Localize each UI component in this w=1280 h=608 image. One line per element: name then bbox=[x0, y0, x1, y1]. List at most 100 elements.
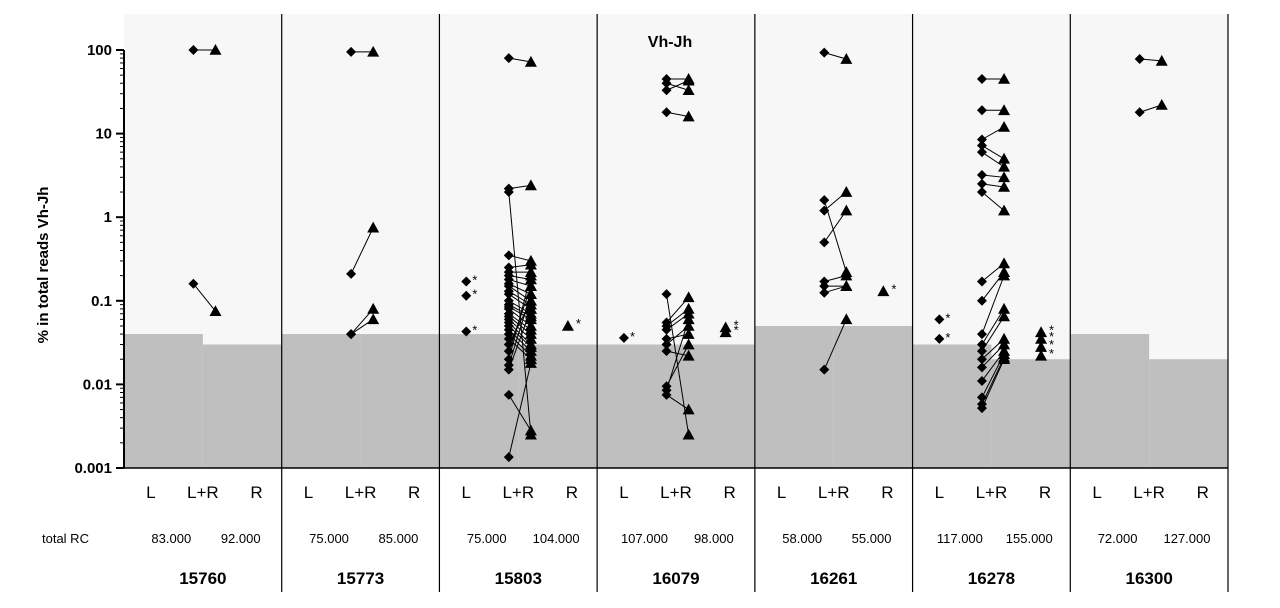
panel-15760-threshold-right bbox=[202, 344, 282, 468]
panel-16278-pair-diamond bbox=[976, 147, 987, 158]
panel-16278-pair-diamond bbox=[976, 178, 987, 189]
y-tick-label: 0.001 bbox=[74, 460, 112, 477]
panel-16261-category-label: L bbox=[777, 483, 786, 502]
panel-15803-category-label: L bbox=[462, 483, 471, 502]
panel-16261-pair-diamond bbox=[819, 281, 830, 292]
panel-15803-pair-triangle bbox=[524, 357, 537, 368]
panel-15803-pair-triangle bbox=[524, 294, 537, 306]
panel-16079-pair-diamond bbox=[661, 389, 672, 400]
panel-15803-pair-diamond bbox=[503, 281, 514, 292]
panel-15773-pair-line bbox=[350, 227, 374, 275]
panel-15760-pair-diamond bbox=[188, 45, 199, 55]
panel-16278-category-label: R bbox=[1039, 483, 1051, 502]
panel-16278-pair-diamond bbox=[976, 339, 987, 350]
panel-16079-pair-triangle bbox=[682, 307, 695, 319]
panel-16079-pair-diamond bbox=[661, 85, 672, 96]
panel-15803-pair-triangle bbox=[524, 302, 537, 314]
panel-15803-left-point bbox=[461, 290, 472, 301]
panel-16261-pair-line bbox=[823, 199, 847, 273]
panel-15803-pair-triangle bbox=[524, 332, 537, 344]
panel-15803-right-asterisk: * bbox=[576, 316, 581, 331]
panel-16300-rc-right: 127.000 bbox=[1163, 531, 1210, 546]
panel-16278-patient-id: 16278 bbox=[968, 569, 1015, 588]
panel-16278-pair-diamond bbox=[976, 346, 987, 357]
y-tick-label: 100 bbox=[87, 42, 112, 59]
panel-16261-rc-left: 58.000 bbox=[782, 531, 822, 546]
panel-16278-category-label: L bbox=[935, 483, 944, 502]
panel-16278-pair-line bbox=[981, 145, 1005, 160]
panel-16278-pair-triangle bbox=[998, 332, 1011, 344]
panel-16079-pair-triangle bbox=[682, 84, 695, 96]
panel-16079-pair-triangle bbox=[682, 110, 695, 122]
panel-16079-left-point bbox=[618, 332, 629, 343]
panel-16079-right-point bbox=[719, 326, 732, 338]
panel-16079-patient-id: 16079 bbox=[652, 569, 699, 588]
panel-16278-pair-triangle bbox=[998, 120, 1011, 132]
panel-16079-category-label: L+R bbox=[660, 483, 692, 502]
panel-15803-category-label: R bbox=[566, 483, 578, 502]
panel-16261-pair-triangle bbox=[840, 204, 853, 216]
panel-16261-threshold-right bbox=[833, 325, 913, 468]
panel-16079-pair-diamond bbox=[661, 333, 672, 344]
panel-15803-category-label: L+R bbox=[502, 483, 534, 502]
panel-16079-pair-diamond bbox=[661, 346, 672, 357]
panel-16278-pair-diamond bbox=[976, 140, 987, 151]
panel-16079-pair-triangle bbox=[682, 338, 695, 350]
panel-16278-pair-line bbox=[981, 359, 1005, 409]
panel-15803-right-point bbox=[561, 319, 574, 331]
panel-16278-pair-diamond bbox=[976, 169, 987, 180]
panel-15803-pair-triangle bbox=[524, 280, 537, 291]
panel-16079-pair-triangle bbox=[682, 428, 695, 440]
panel-16261-pair-diamond bbox=[819, 47, 830, 58]
panel-16278-pair-triangle bbox=[998, 72, 1011, 84]
panel-16261-category-label: R bbox=[881, 483, 893, 502]
panel-16278-right-point bbox=[1035, 332, 1048, 344]
panel-15803-pair-diamond bbox=[503, 333, 514, 344]
panel-16278-right-asterisk: * bbox=[1049, 346, 1054, 361]
panel-16079-pair-diamond bbox=[661, 289, 672, 300]
panel-15803-pair-diamond bbox=[503, 53, 514, 64]
panel-16278-category-label: L+R bbox=[976, 483, 1008, 502]
panel-16278-left-point bbox=[934, 333, 945, 344]
panel-16079-pair-triangle bbox=[682, 291, 695, 303]
panel-16278-right-asterisk: * bbox=[1049, 329, 1054, 344]
panel-16300-threshold-right bbox=[1149, 359, 1228, 468]
panel-15803-pair-diamond bbox=[503, 364, 514, 375]
panel-16079-pair-diamond bbox=[661, 324, 672, 335]
panel-16278-left-asterisk: * bbox=[945, 310, 950, 325]
panel-16079-pair-line bbox=[666, 394, 689, 410]
panel-15760-pair-triangle bbox=[209, 44, 222, 55]
panel-16278-rc-right: 155.000 bbox=[1006, 531, 1053, 546]
panel-15803-pair-diamond bbox=[503, 250, 514, 261]
chart-title: Vh-Jh bbox=[648, 34, 692, 51]
panel-16261-pair-triangle bbox=[840, 280, 853, 291]
panel-16300-category-label: R bbox=[1197, 483, 1209, 502]
y-axis-label: % in total reads Vh-Jh bbox=[35, 187, 52, 344]
panel-16278-right-point bbox=[1035, 349, 1048, 361]
panel-15773-pair-triangle bbox=[367, 221, 380, 233]
panel-16278-pair-diamond bbox=[976, 392, 987, 403]
panel-16261-pair-line bbox=[823, 210, 847, 243]
panel-15760-pair-triangle bbox=[209, 305, 222, 317]
panel-16261-rc-right: 55.000 bbox=[852, 531, 892, 546]
panel-16300-pair-diamond bbox=[1134, 107, 1145, 118]
y-tick-label: 10 bbox=[95, 126, 112, 143]
y-tick-label: 1 bbox=[104, 209, 112, 226]
panel-15803-rc-left: 75.000 bbox=[467, 531, 507, 546]
panel-16261-pair-triangle bbox=[840, 313, 853, 325]
panel-15803-pair-triangle bbox=[524, 424, 537, 436]
panel-15773-pair-triangle bbox=[367, 313, 380, 325]
panel-16278-pair-line bbox=[981, 275, 1005, 335]
panel-16300-pair-diamond bbox=[1134, 54, 1145, 65]
panel-16079-category-label: L bbox=[619, 483, 628, 502]
panel-15803-pair-line bbox=[508, 362, 532, 458]
panel-15803-pair-diamond bbox=[503, 452, 514, 463]
panel-16278-pair-diamond bbox=[976, 134, 987, 145]
panel-15773-rc-left: 75.000 bbox=[309, 531, 349, 546]
panel-16079-pair-triangle bbox=[682, 313, 695, 325]
panel-16278-left-asterisk: * bbox=[945, 330, 950, 345]
panel-15773-pair-diamond bbox=[346, 46, 357, 57]
panel-15803-pair-triangle bbox=[524, 179, 537, 191]
panel-15803-threshold-left bbox=[439, 334, 519, 468]
